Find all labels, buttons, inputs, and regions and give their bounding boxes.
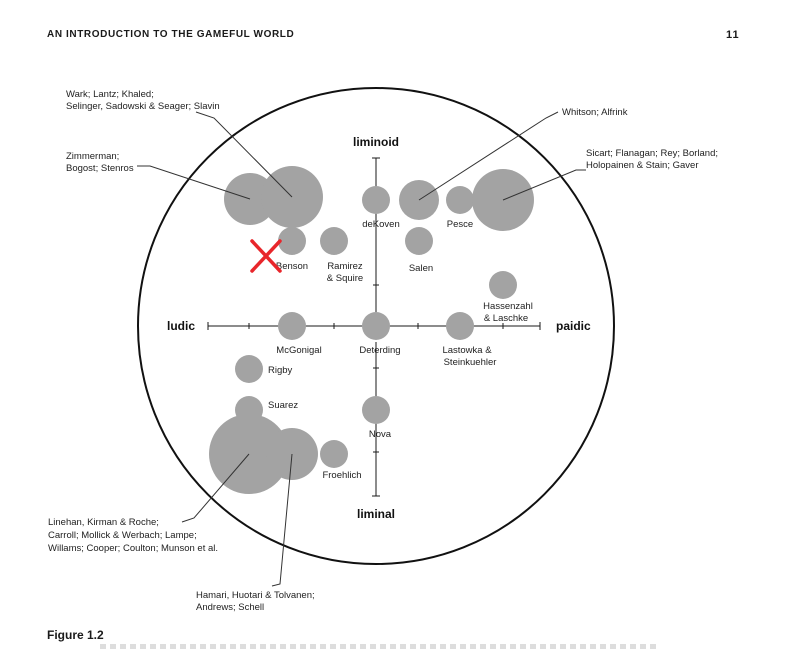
figure-caption: Figure 1.2 (47, 628, 104, 642)
bubble-benson (278, 227, 306, 255)
label-hassenzahl-1: Hassenzahl (483, 301, 533, 312)
callout-zimmerman-1: Zimmerman; (66, 151, 119, 162)
page-number: 11 (726, 29, 740, 41)
callout-zimmerman-2: Bogost; Stenros (66, 163, 134, 174)
pole-liminal: liminal (357, 507, 395, 521)
running-head: AN INTRODUCTION TO THE GAMEFUL WORLD (47, 29, 295, 40)
callout-hamari-1: Hamari, Huotari & Tolvanen; (196, 590, 315, 601)
bubbles (209, 166, 534, 494)
label-rigby: Rigby (268, 365, 293, 376)
leader-lines (137, 111, 586, 587)
label-froehlich: Froehlich (322, 470, 361, 481)
label-mcgonigal: McGonigal (276, 345, 321, 356)
bubble-ramirez (320, 227, 348, 255)
bubble-salen (405, 227, 433, 255)
leader-hamari (271, 453, 293, 587)
callout-linehan-3: Willams; Cooper; Coulton; Munson et al. (48, 543, 218, 554)
label-deterding: Deterding (359, 345, 400, 356)
pole-paidic: paidic (556, 319, 591, 333)
red-x-annotation (250, 239, 282, 273)
label-lastowka-2: Steinkuehler (444, 357, 497, 368)
bubble-pesce (446, 186, 474, 214)
leader-linehan (181, 453, 250, 523)
callout-wark-2: Selinger, Sadowski & Seager; Slavin (66, 101, 220, 112)
bubble-deterding (362, 312, 390, 340)
bubble-rigby (235, 355, 263, 383)
callout-hamari-2: Andrews; Schell (196, 602, 264, 613)
leader-wark (195, 111, 293, 198)
callout-linehan-2: Carroll; Mollick & Werbach; Lampe; (48, 530, 197, 541)
outer-circle (137, 87, 615, 565)
label-salen: Salen (409, 263, 433, 274)
callout-sicart-2: Holopainen & Stain; Gaver (586, 160, 698, 171)
bubble-mcgonigal (278, 312, 306, 340)
cut-off-text-line (100, 644, 660, 649)
label-nova: Nova (369, 429, 392, 440)
callout-whitson: Whitson; Alfrink (562, 107, 628, 118)
bubble-lastowka (446, 312, 474, 340)
bubble-hassenzahl (489, 271, 517, 299)
bubble-dekoven (362, 186, 390, 214)
bubble-nova (362, 396, 390, 424)
bubble-froehlich (320, 440, 348, 468)
label-pesce: Pesce (447, 219, 473, 230)
label-benson: Benson (276, 261, 308, 272)
callout-wark-1: Wark; Lantz; Khaled; (66, 89, 154, 100)
leader-whitson (418, 111, 559, 201)
pole-liminoid: liminoid (353, 135, 399, 149)
label-dekoven: deKoven (362, 219, 400, 230)
label-hassenzahl-2: & Laschke (484, 313, 528, 324)
label-ramirez-2: & Squire (327, 273, 363, 284)
leader-sicart (502, 169, 586, 201)
label-lastowka-1: Lastowka & (442, 345, 492, 356)
pole-ludic: ludic (167, 319, 195, 333)
label-suarez: Suarez (268, 400, 298, 411)
leader-zimmerman (137, 165, 251, 200)
label-ramirez-1: Ramirez (327, 261, 363, 272)
callout-sicart-1: Sicart; Flanagan; Rey; Borland; (586, 148, 718, 159)
callout-linehan-1: Linehan, Kirman & Roche; (48, 517, 159, 528)
